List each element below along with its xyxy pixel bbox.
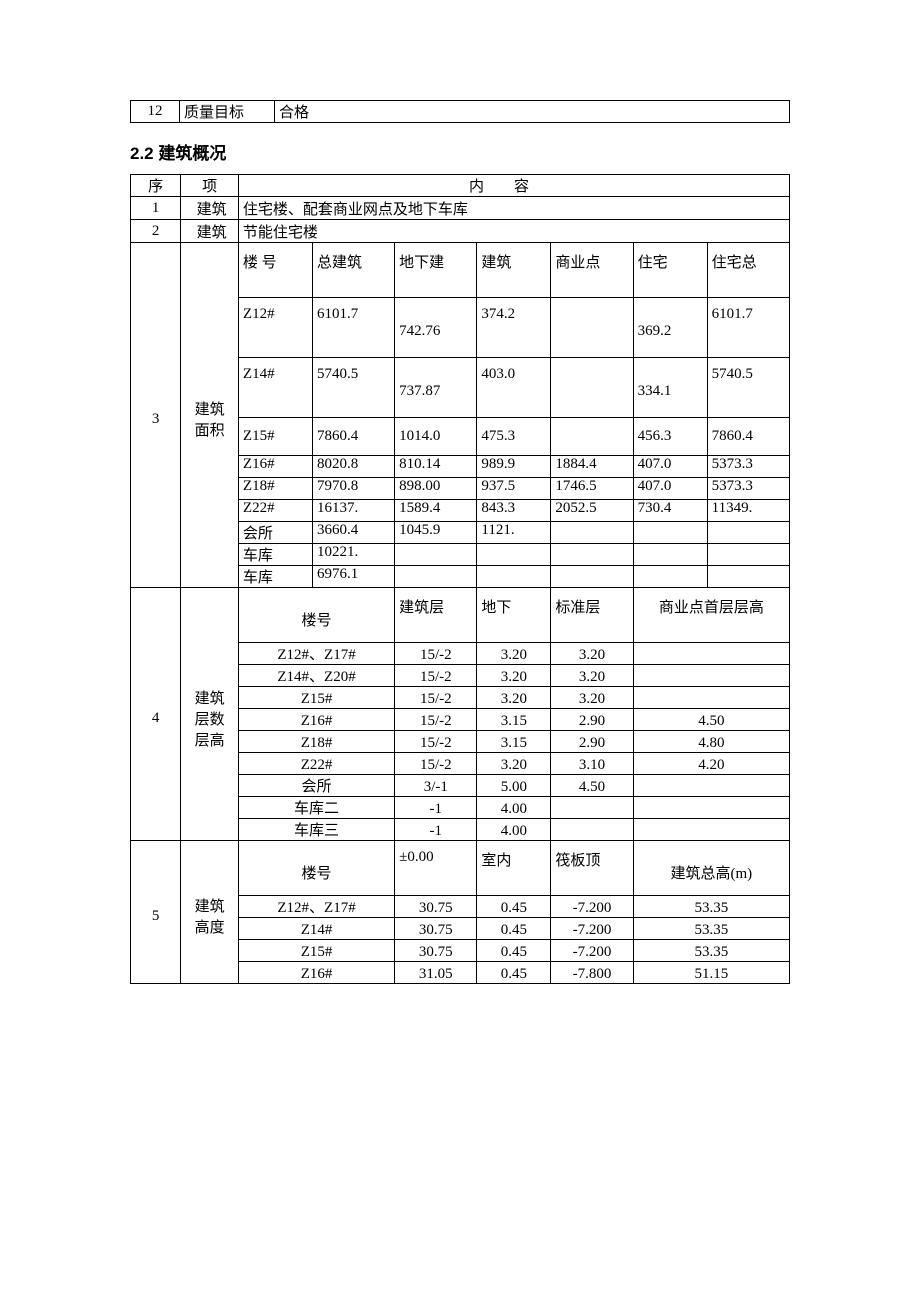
table-row: 3 建筑面积 楼 号 总建筑 地下建 建筑 商业点 住宅 住宅总 xyxy=(131,243,790,298)
cell-content: 合格 xyxy=(275,101,790,123)
table-header-row: 序 项 内容 xyxy=(131,175,790,197)
table-row: 5 建筑高度 楼号 ±0.00 室内 筏板顶 建筑总高(m) xyxy=(131,841,790,896)
table-building-overview: 序 项 内容 1 建筑 住宅楼、配套商业网点及地下车库 2 建筑 节能住宅楼 3… xyxy=(130,174,790,984)
section-heading: 2.2 建筑概况 xyxy=(130,139,790,164)
cell-item: 质量目标 xyxy=(180,101,275,123)
table-row: 4 建筑层数层高 楼号 建筑层 地下 标准层 商业点首层层高 xyxy=(131,588,790,643)
cell-seq: 4 xyxy=(131,588,181,841)
cell-item: 建筑 xyxy=(181,197,239,220)
hdr-seq: 序 xyxy=(131,175,181,197)
cell: 住宅 xyxy=(633,243,707,298)
cell-item: 建筑高度 xyxy=(181,841,239,984)
table-row: 2 建筑 节能住宅楼 xyxy=(131,220,790,243)
cell: 地下建 xyxy=(395,243,477,298)
cell-item: 建筑层数层高 xyxy=(181,588,239,841)
cell-seq: 5 xyxy=(131,841,181,984)
cell-seq: 1 xyxy=(131,197,181,220)
hdr-content: 内容 xyxy=(238,175,789,197)
cell: 商业点 xyxy=(551,243,633,298)
cell: 楼 号 xyxy=(238,243,312,298)
table-row: 1 建筑 住宅楼、配套商业网点及地下车库 xyxy=(131,197,790,220)
cell: 建筑 xyxy=(477,243,551,298)
table-row: 12 质量目标 合格 xyxy=(131,101,790,123)
cell-content: 节能住宅楼 xyxy=(238,220,789,243)
cell-item: 建筑面积 xyxy=(181,243,239,588)
hdr-item: 项 xyxy=(181,175,239,197)
cell-item: 建筑 xyxy=(181,220,239,243)
cell-seq: 2 xyxy=(131,220,181,243)
cell: 总建筑 xyxy=(312,243,394,298)
cell-content: 住宅楼、配套商业网点及地下车库 xyxy=(238,197,789,220)
cell-seq: 3 xyxy=(131,243,181,588)
cell: 住宅总 xyxy=(707,243,789,298)
table-quality-goal: 12 质量目标 合格 xyxy=(130,100,790,123)
cell-seq: 12 xyxy=(131,101,180,123)
